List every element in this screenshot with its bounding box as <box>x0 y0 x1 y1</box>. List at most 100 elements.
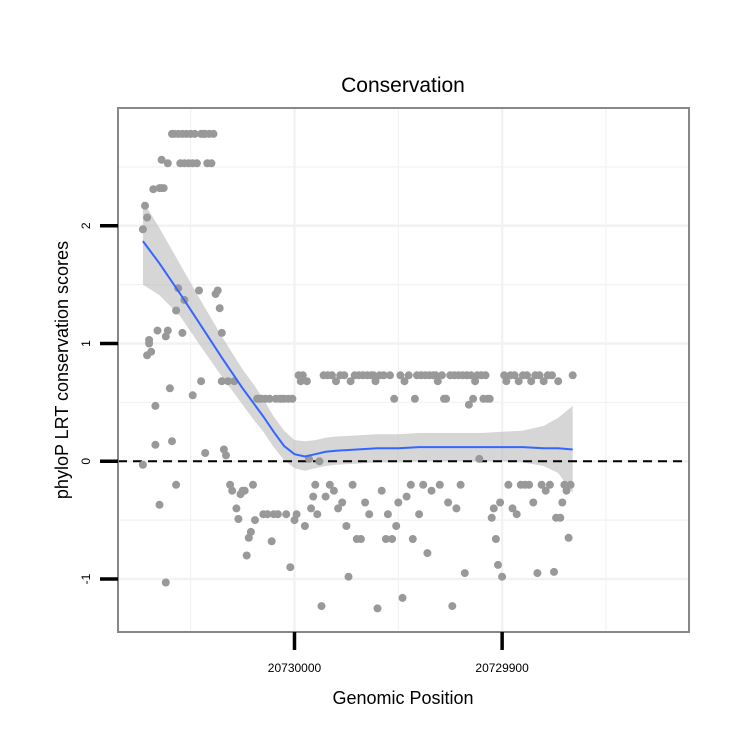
data-point <box>232 504 241 513</box>
data-point <box>273 510 282 519</box>
data-point <box>282 510 291 519</box>
data-point <box>498 572 507 581</box>
data-point <box>485 394 494 403</box>
data-point <box>456 480 465 489</box>
data-point <box>562 486 571 495</box>
data-point <box>489 504 498 513</box>
data-point <box>388 535 397 543</box>
data-point <box>464 400 473 409</box>
data-point <box>172 306 181 315</box>
data-point <box>155 500 164 509</box>
y-axis-title: phyloP LRT conservation scores <box>52 241 72 499</box>
data-point <box>558 498 567 507</box>
data-point <box>475 454 484 463</box>
y-tick-label: 0 <box>79 458 93 465</box>
data-point <box>386 371 394 380</box>
data-point <box>379 371 388 380</box>
data-point <box>138 225 147 234</box>
y-tick-label: -1 <box>79 573 93 584</box>
data-point <box>408 535 417 543</box>
x-axis-title: Genomic Position <box>332 688 473 708</box>
data-point <box>242 551 251 560</box>
data-point <box>143 213 152 222</box>
data-point <box>496 498 505 507</box>
data-point <box>541 486 550 495</box>
data-point <box>217 377 226 386</box>
data-point <box>249 480 257 489</box>
data-point <box>523 371 531 380</box>
data-point <box>556 513 565 522</box>
data-point <box>286 563 295 572</box>
data-point <box>332 377 340 386</box>
data-point <box>402 492 411 501</box>
data-point <box>423 549 432 558</box>
data-point <box>192 159 201 168</box>
data-point <box>554 377 563 386</box>
plot-panel <box>117 107 690 633</box>
data-point <box>396 371 405 380</box>
data-point <box>159 184 168 193</box>
data-point <box>197 377 206 386</box>
data-point <box>149 185 158 194</box>
data-point <box>302 377 311 386</box>
data-point <box>138 460 147 469</box>
data-point <box>444 498 453 507</box>
data-point <box>415 510 424 519</box>
data-point <box>168 437 176 446</box>
data-point <box>404 371 413 380</box>
data-point <box>504 480 513 489</box>
data-point <box>207 159 216 168</box>
data-point <box>267 537 276 546</box>
data-point <box>548 371 556 380</box>
data-point <box>371 377 380 386</box>
data-point <box>508 504 517 513</box>
data-point <box>201 449 210 457</box>
data-point <box>435 480 444 489</box>
data-point <box>481 371 490 380</box>
data-point <box>535 371 544 380</box>
data-point <box>491 535 500 543</box>
data-point <box>398 593 407 602</box>
x-tick-label: 20729900 <box>475 661 529 675</box>
data-point <box>381 535 390 543</box>
data-point <box>410 394 419 403</box>
data-point <box>487 513 496 522</box>
data-point <box>178 328 187 337</box>
data-point <box>145 336 154 344</box>
data-point <box>361 498 370 507</box>
data-point <box>141 201 149 210</box>
data-point <box>494 560 502 569</box>
data-point <box>356 535 365 543</box>
data-point <box>533 569 542 578</box>
data-point <box>288 394 297 403</box>
data-point <box>240 486 249 495</box>
data-point <box>537 480 546 489</box>
x-axis: 20730000 20729900 <box>268 632 529 675</box>
data-point <box>313 510 322 519</box>
data-point <box>334 504 343 513</box>
data-points <box>138 129 577 613</box>
data-point <box>512 510 521 519</box>
data-point <box>147 347 156 356</box>
data-point <box>568 371 577 380</box>
data-point <box>344 572 353 581</box>
data-point <box>251 516 259 525</box>
data-point <box>527 377 536 386</box>
data-point <box>246 527 255 536</box>
data-point <box>346 377 355 386</box>
data-point <box>564 533 573 542</box>
data-point <box>222 451 230 460</box>
y-tick-label: 1 <box>79 340 93 347</box>
data-point <box>348 480 357 489</box>
data-point <box>265 394 274 403</box>
data-point <box>338 498 347 507</box>
data-point <box>217 328 226 337</box>
data-point <box>539 377 548 386</box>
data-point <box>163 326 172 335</box>
data-point <box>392 522 401 530</box>
panel-background <box>118 108 689 632</box>
data-point <box>213 286 222 295</box>
y-tick-label: 2 <box>79 222 93 229</box>
data-point <box>529 498 538 507</box>
data-point <box>209 129 218 138</box>
